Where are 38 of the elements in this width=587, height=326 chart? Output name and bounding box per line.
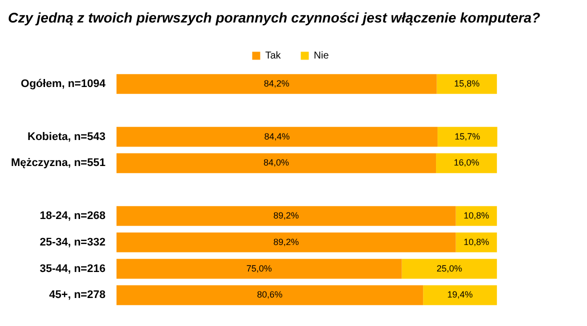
data-label: 15,7% <box>454 131 480 142</box>
data-label: 25,0% <box>436 263 462 274</box>
y-tick-label: Ogółem, n=1094 <box>20 78 106 90</box>
bar <box>436 74 497 94</box>
y-tick-label: Kobieta, n=543 <box>28 130 106 143</box>
data-label: 10,8% <box>464 210 490 220</box>
data-label: 80,6% <box>257 290 283 300</box>
bar <box>438 126 498 147</box>
data-label: 89,2% <box>273 236 299 247</box>
bar <box>116 153 436 174</box>
bar <box>456 206 497 226</box>
y-tick-label: 18-24, n=268 <box>40 210 106 222</box>
bar <box>116 126 438 147</box>
y-tick-label: Mężczyzna, n=551 <box>10 157 106 170</box>
data-label: 10,8% <box>464 236 490 247</box>
y-tick-label: 45+, n=278 <box>49 289 106 302</box>
bar <box>116 74 437 94</box>
bar <box>436 153 497 174</box>
chart-title: Czy jedną z twoich pierwszych porannych czynności jest włączenie komputera? <box>8 9 541 26</box>
legend-label: Nie <box>314 50 330 62</box>
data-label: 89,2% <box>273 210 299 220</box>
data-label: 84,2% <box>264 78 290 88</box>
bar <box>423 285 497 306</box>
bar <box>116 232 456 252</box>
bar <box>402 258 497 279</box>
data-label: 84,0% <box>263 158 290 168</box>
bar <box>456 232 497 252</box>
bar <box>116 258 402 279</box>
data-label: 16,0% <box>454 158 480 168</box>
y-tick-label: 35-44, n=216 <box>40 262 106 275</box>
data-label: 75,0% <box>246 263 272 274</box>
bar <box>116 206 456 226</box>
legend-label: Tak <box>265 50 282 62</box>
bar <box>116 285 424 306</box>
y-tick-label: 25-34, n=332 <box>40 236 106 248</box>
data-label: 19,4% <box>447 290 473 300</box>
data-label: 84,4% <box>264 131 290 142</box>
data-label: 15,8% <box>454 78 480 88</box>
